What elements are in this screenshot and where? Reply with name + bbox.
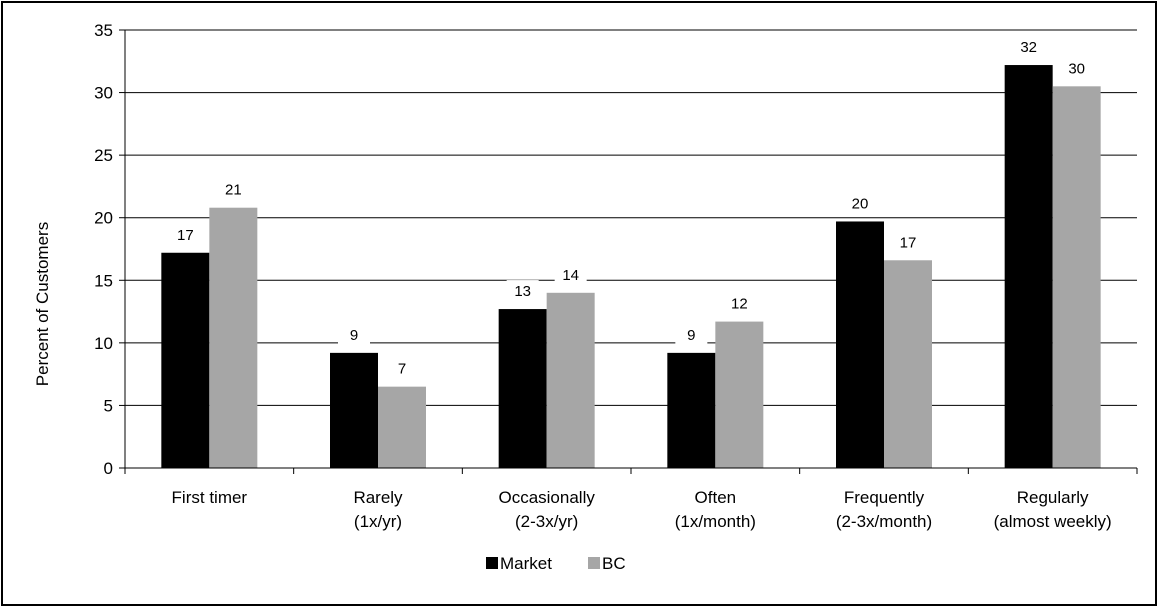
- data-label-bg: [554, 263, 587, 286]
- data-labels: 17 21 9 7 13 14 9 12 20 17 32 30: [169, 36, 1093, 380]
- bar-chart: 0 5 10 15 20 25 30 35 First timer Rarely (1x/yr) O…: [33, 21, 1138, 573]
- bar-bc: [546, 292, 595, 468]
- bar-bc: [378, 386, 426, 468]
- data-label: 9: [350, 327, 358, 344]
- data-label-bg: [723, 292, 756, 315]
- x-category-label: (1x/month): [675, 512, 756, 531]
- bar-market: [667, 352, 716, 468]
- y-axis-title: Percent of Customers: [33, 222, 52, 386]
- y-tick-label: 15: [94, 271, 113, 290]
- bar-market: [498, 309, 547, 468]
- y-tick-label: 25: [94, 146, 113, 165]
- bar-bc: [715, 321, 764, 468]
- data-label: 14: [562, 267, 579, 284]
- data-label: 30: [1068, 60, 1085, 77]
- data-label: 20: [852, 195, 869, 212]
- bars: [161, 65, 1101, 469]
- y-tick-label: 20: [94, 209, 113, 228]
- x-category-label: First timer: [172, 488, 248, 507]
- data-label: 12: [731, 296, 748, 313]
- legend-swatch-market: [486, 557, 498, 569]
- axes: [119, 29, 1138, 474]
- x-category-label: (2-3x/month): [836, 512, 932, 531]
- data-label: 9: [687, 327, 695, 344]
- x-category-labels: First timer Rarely (1x/yr) Occasionally (2-3…: [172, 488, 1112, 531]
- data-label: 17: [177, 227, 194, 244]
- data-label-bg: [844, 192, 876, 215]
- data-label: 32: [1020, 39, 1037, 56]
- data-label: 21: [225, 182, 242, 199]
- x-category-label: Regularly: [1017, 488, 1089, 507]
- data-label-bg: [169, 223, 202, 246]
- gridlines: [125, 29, 1137, 406]
- x-category-label: Often: [695, 488, 737, 507]
- bar-bc: [884, 260, 932, 468]
- data-label-bg: [675, 323, 708, 346]
- x-category-label: (1x/yr): [354, 512, 402, 531]
- data-label-bg: [506, 280, 539, 303]
- legend-label-market: Market: [500, 554, 552, 573]
- y-tick-label: 30: [94, 84, 113, 103]
- data-label-bg: [386, 357, 418, 380]
- bar-market: [1004, 65, 1053, 468]
- legend: Market BC: [486, 554, 626, 573]
- y-tick-labels: 0 5 10 15 20 25 30 35: [94, 21, 113, 478]
- x-category-label: Occasionally: [498, 488, 595, 507]
- data-label: 7: [398, 361, 406, 378]
- data-label: 17: [900, 234, 917, 251]
- x-category-label: Rarely: [353, 488, 403, 507]
- data-label-bg: [1060, 57, 1093, 80]
- data-label-bg: [338, 323, 370, 346]
- bar-bc: [1052, 86, 1101, 469]
- y-tick-label: 35: [94, 21, 113, 40]
- bar-market: [161, 252, 210, 468]
- x-category-label: (2-3x/yr): [515, 512, 578, 531]
- bar-bc: [209, 207, 258, 468]
- y-tick-label: 0: [104, 459, 113, 478]
- x-category-label: (almost weekly): [994, 512, 1112, 531]
- bar-market: [330, 352, 378, 468]
- legend-swatch-bc: [588, 557, 600, 569]
- data-label-bg: [1012, 36, 1045, 59]
- data-label-bg: [217, 178, 250, 201]
- data-label-bg: [892, 231, 924, 254]
- y-tick-label: 10: [94, 334, 113, 353]
- x-category-label: Frequently: [844, 488, 925, 507]
- bar-market: [836, 221, 884, 468]
- legend-label-bc: BC: [602, 554, 626, 573]
- data-label: 13: [514, 283, 531, 300]
- y-tick-label: 5: [104, 396, 113, 415]
